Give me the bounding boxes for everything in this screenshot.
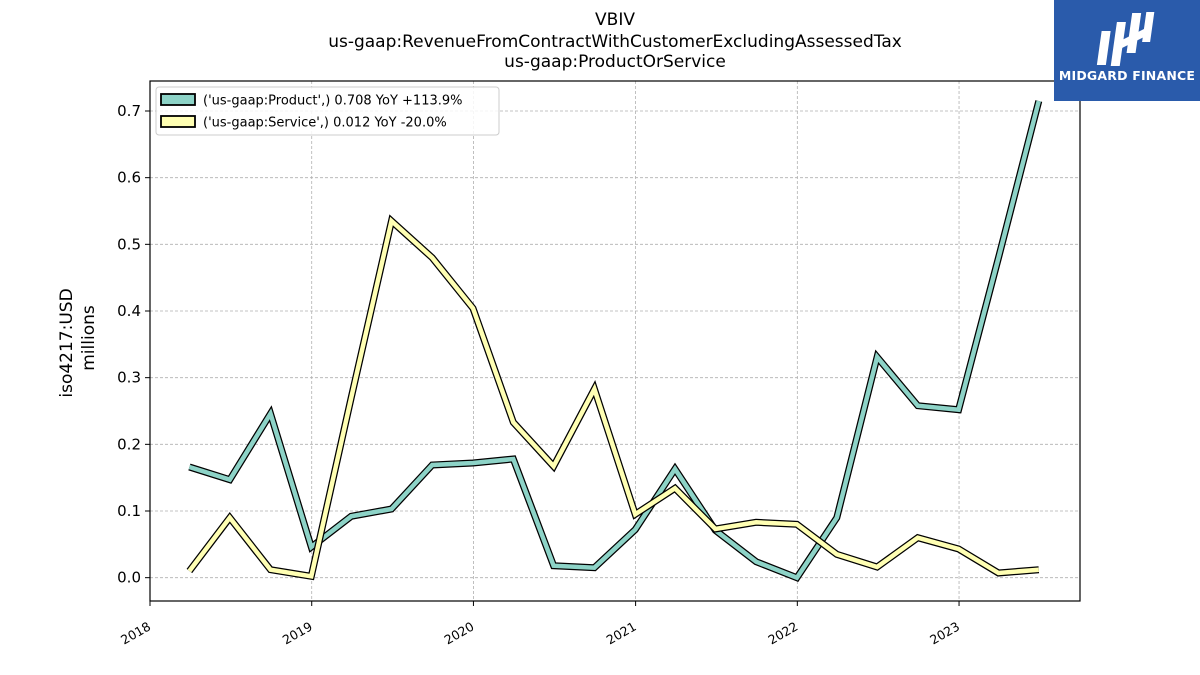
series-0-line [188,100,1041,581]
x-tick-label: 2018 [118,619,153,648]
midgard-logo-mark [1096,12,1155,66]
gridlines [149,81,1080,601]
series-0-outline [188,100,1043,582]
y-axis-label-line2: millions [79,305,99,371]
x-tick-label: 2020 [441,619,476,648]
series-lines [186,100,1043,582]
chart-subtitle: us-gaap:RevenueFromContractWithCustomerE… [328,32,902,52]
y-tick-label: 0.1 [117,502,141,520]
y-axis: 0.0 0.1 0.2 0.3 0.4 0.5 0.6 0.7 [117,102,150,587]
legend-swatch-0 [160,93,196,106]
x-tick-label: 2019 [280,619,315,648]
y-tick-label: 0.6 [117,169,141,187]
legend-box [155,86,500,136]
series-1-line [187,216,1039,579]
chart-subtitle-2: us-gaap:ProductOrService [504,52,726,72]
y-tick-label: 0.0 [117,569,141,587]
plot-frame [149,80,1081,602]
y-tick-label: 0.4 [117,302,141,320]
x-axis: 2018 2019 2020 2021 2022 2023 [118,601,962,648]
x-tick-label: 2021 [604,619,639,648]
legend-label-0: ('us-gaap:Product',) 0.708 YoY +113.9% [203,94,463,109]
y-tick-label: 0.5 [117,235,141,253]
midgard-finance-logo: MIDGARD FINANCE [1054,0,1200,101]
logo-text: MIDGARD FINANCE [1058,68,1196,83]
legend: ('us-gaap:Product',) 0.708 YoY +113.9% ('… [155,86,500,136]
y-axis-label-line1: iso4217:USD [57,288,77,397]
y-tick-label: 0.7 [117,102,141,120]
y-tick-label: 0.3 [117,369,141,387]
chart-title: VBIV [595,10,635,30]
x-tick-label: 2022 [765,619,800,648]
x-tick-label: 2023 [927,619,962,648]
legend-swatch-1 [160,115,196,128]
y-tick-label: 0.2 [117,435,141,453]
legend-label-1: ('us-gaap:Service',) 0.012 YoY -20.0% [203,116,447,131]
